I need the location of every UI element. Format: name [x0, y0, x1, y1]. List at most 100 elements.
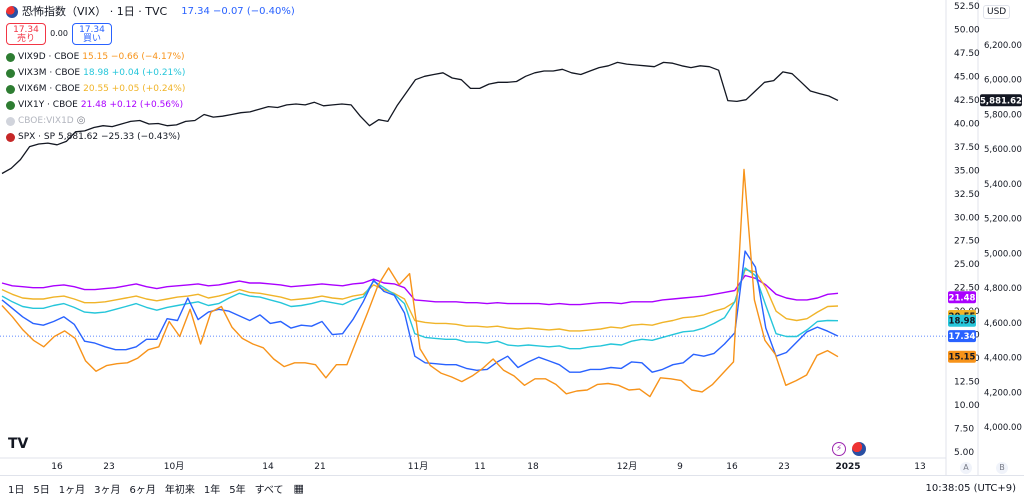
left-axis-tick: 35.00	[954, 166, 980, 176]
series-status-icon	[6, 116, 15, 126]
time-axis-label: 12月	[617, 461, 637, 472]
series-line-spx[interactable]	[1, 61, 839, 175]
series-line-vix3m[interactable]	[1, 267, 839, 350]
symbol-quote: 17.34 −0.07 (−0.40%)	[181, 6, 295, 17]
range-button[interactable]: 6ヶ月	[129, 484, 156, 496]
calendar-icon[interactable]: ▦	[293, 481, 304, 495]
sell-price: 17.34	[13, 25, 39, 35]
left-axis-tick: 7.50	[954, 425, 974, 435]
legend-name: VIX1Y · CBOE	[18, 100, 78, 110]
series-line-vix9d[interactable]	[1, 168, 839, 398]
legend-row[interactable]: VIX1Y · CBOE 21.48 +0.12 (+0.56%)	[6, 97, 295, 113]
legend-row[interactable]: VIX3M · CBOE 18.98 +0.04 (+0.21%)	[6, 65, 295, 81]
time-axis-label: 11	[474, 462, 485, 472]
left-axis-tick: 5.00	[954, 448, 974, 458]
buy-label: 買い	[82, 34, 101, 44]
legend-value: 15.15 −0.66 (−4.17%)	[82, 52, 185, 62]
trade-buttons: 17.34 売り 0.00 17.34 買い	[6, 23, 295, 45]
hidden-eye-icon[interactable]: ◎	[76, 115, 86, 126]
time-axis-label: 10月	[164, 461, 184, 472]
legend-row[interactable]: VIX9D · CBOE 15.15 −0.66 (−4.17%)	[6, 49, 295, 65]
legend-name: VIX9D · CBOE	[18, 52, 80, 62]
bottom-toolbar: 1日 5日 1ヶ月 3ヶ月 6ヶ月 年初来 1年 5年 すべて ▦ 10:38:…	[0, 475, 1024, 500]
series-status-icon	[6, 132, 15, 142]
right-axis-tick: 4,600.00	[984, 319, 1022, 329]
time-axis-label: 18	[527, 462, 539, 472]
last-value-label-spx: 5,881.62	[980, 96, 1022, 106]
time-axis-label: 23	[103, 462, 114, 472]
left-axis-tick: 25.00	[954, 260, 980, 270]
left-axis-tick: 40.00	[954, 119, 980, 129]
range-button[interactable]: 1年	[203, 484, 221, 496]
right-axis-tick: 6,200.00	[984, 41, 1022, 51]
series-line-vix[interactable]	[1, 250, 839, 373]
legend-value: 18.98 +0.04 (+0.21%)	[83, 68, 186, 78]
legend-name: SPX · SP	[18, 132, 56, 142]
legend-row[interactable]: VIX6M · CBOE 20.55 +0.05 (+0.24%)	[6, 81, 295, 97]
time-axis-label: 23	[778, 462, 789, 472]
range-button[interactable]: 1ヶ月	[58, 484, 86, 496]
last-value-tag-vix1y	[948, 291, 976, 304]
right-axis-tick: 5,000.00	[984, 249, 1022, 259]
time-axis-label: 21	[314, 462, 325, 472]
series-line-vix6m[interactable]	[1, 269, 839, 332]
series-status-icon	[6, 68, 15, 78]
series-status-icon	[6, 100, 15, 110]
right-axis-tick: 5,800.00	[984, 110, 1022, 120]
last-value-label-vix1y: 21.48	[949, 293, 976, 303]
legend-value: 5,881.62 −25.33 (−0.43%)	[58, 132, 181, 142]
range-button[interactable]: すべて	[254, 484, 284, 496]
series-status-icon	[6, 52, 15, 62]
sell-button[interactable]: 17.34 売り	[6, 23, 46, 45]
right-axis-tick: 4,400.00	[984, 354, 1022, 364]
series-status-icon	[6, 84, 15, 94]
right-axis-tick: 5,600.00	[984, 145, 1022, 155]
last-value-label-vix3m: 18.98	[949, 317, 976, 327]
axis-b-button[interactable]: B	[996, 462, 1008, 474]
legend-row[interactable]: SPX · SP 5,881.62 −25.33 (−0.43%)	[6, 129, 295, 145]
time-axis-label: 11月	[408, 461, 428, 472]
legend-value: 20.55 +0.05 (+0.24%)	[83, 84, 186, 94]
currency-selector[interactable]: USD	[983, 5, 1011, 19]
legend-name: CBOE:VIX1D	[18, 116, 74, 126]
last-value-label-vix: 17.34	[949, 332, 976, 342]
time-axis-label: 16	[726, 462, 738, 472]
range-selector: 1日 5日 1ヶ月 3ヶ月 6ヶ月 年初来 1年 5年 すべて	[8, 481, 284, 496]
left-axis-tick: 10.00	[954, 401, 980, 411]
axis-a-button[interactable]: A	[960, 462, 972, 474]
spread-value: 0.00	[50, 29, 68, 38]
us-flag-icon	[6, 6, 18, 18]
left-axis-tick: 27.50	[954, 237, 980, 247]
symbol-title[interactable]: 恐怖指数（VIX） · 1日 · TVC	[22, 5, 168, 18]
left-axis-tick: 30.00	[954, 213, 980, 223]
time-axis-label: 2025	[835, 462, 860, 472]
right-axis-tick: 5,400.00	[984, 180, 1022, 190]
time-axis-label: 14	[262, 462, 274, 472]
range-button[interactable]: 5年	[229, 484, 246, 496]
us-event-flag-icon[interactable]	[852, 442, 866, 456]
time-axis-label: 13	[914, 462, 925, 472]
range-button[interactable]: 1日	[8, 484, 25, 496]
left-axis-tick: 32.50	[954, 190, 980, 200]
last-value-tag-vix	[948, 330, 976, 343]
range-button[interactable]: 年初来	[164, 484, 195, 496]
range-button[interactable]: 5日	[33, 484, 50, 496]
lightning-icon[interactable]: ⚡	[832, 442, 846, 456]
clock: 10:38:05 (UTC+9)	[925, 483, 1016, 494]
left-axis-tick: 45.00	[954, 72, 980, 82]
left-axis-tick: 22.50	[954, 284, 980, 294]
buy-button[interactable]: 17.34 買い	[72, 23, 112, 45]
range-button[interactable]: 3ヶ月	[94, 484, 121, 496]
right-axis-tick: 4,000.00	[984, 423, 1022, 433]
sell-label: 売り	[16, 34, 35, 44]
legend-name: VIX6M · CBOE	[18, 84, 81, 94]
right-axis-tick: 6,000.00	[984, 76, 1022, 86]
tradingview-logo-icon: TV	[8, 436, 29, 452]
series-line-vix1y[interactable]	[1, 274, 839, 306]
legend-name: VIX3M · CBOE	[18, 68, 81, 78]
legend-row[interactable]: CBOE:VIX1D ◎	[6, 113, 295, 129]
left-axis-tick: 42.50	[954, 96, 980, 106]
right-axis-tick: 4,200.00	[984, 388, 1022, 398]
